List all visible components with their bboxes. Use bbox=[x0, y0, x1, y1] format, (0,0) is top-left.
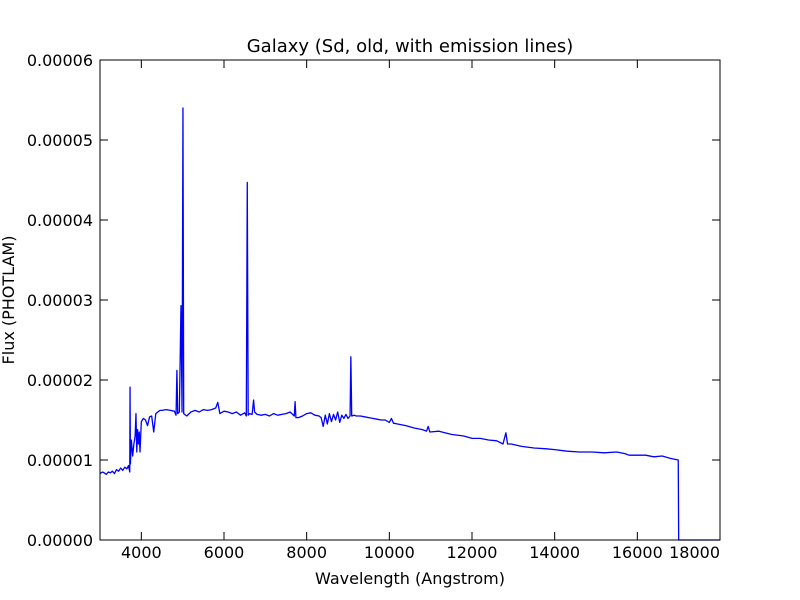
x-tick-label: 10000 bbox=[364, 543, 415, 562]
chart-title: Galaxy (Sd, old, with emission lines) bbox=[247, 36, 574, 57]
y-tick-label: 0.00004 bbox=[27, 211, 93, 230]
y-tick-label: 0.00001 bbox=[27, 451, 93, 470]
y-axis-label: Flux (PHOTLAM) bbox=[0, 236, 18, 365]
y-tick-label: 0.00005 bbox=[27, 131, 93, 150]
x-tick-labels: 4000 6000 8000 10000 12000 14000 16000 18000 bbox=[121, 543, 720, 562]
spectrum-line bbox=[99, 107, 720, 541]
x-tick-label: 6000 bbox=[204, 543, 245, 562]
y-tick-labels: 0.00000 0.00001 0.00002 0.00003 0.00004 0.000… bbox=[27, 51, 93, 550]
x-axis-label: Wavelength (Angstrom) bbox=[315, 569, 505, 588]
plot-frame bbox=[99, 59, 721, 541]
y-tick-label: 0.00002 bbox=[27, 371, 93, 390]
y-tick-label: 0.00000 bbox=[27, 531, 93, 550]
y-tick-label: 0.00003 bbox=[27, 291, 93, 310]
x-tick-label: 16000 bbox=[612, 543, 663, 562]
plot-area bbox=[100, 60, 720, 540]
x-tick-label: 8000 bbox=[286, 543, 327, 562]
y-tick-label: 0.00006 bbox=[27, 51, 93, 70]
x-tick-label: 14000 bbox=[529, 543, 580, 562]
x-tick-label: 12000 bbox=[447, 543, 498, 562]
x-tick-label: 18000 bbox=[669, 543, 720, 562]
x-tick-label: 4000 bbox=[121, 543, 162, 562]
